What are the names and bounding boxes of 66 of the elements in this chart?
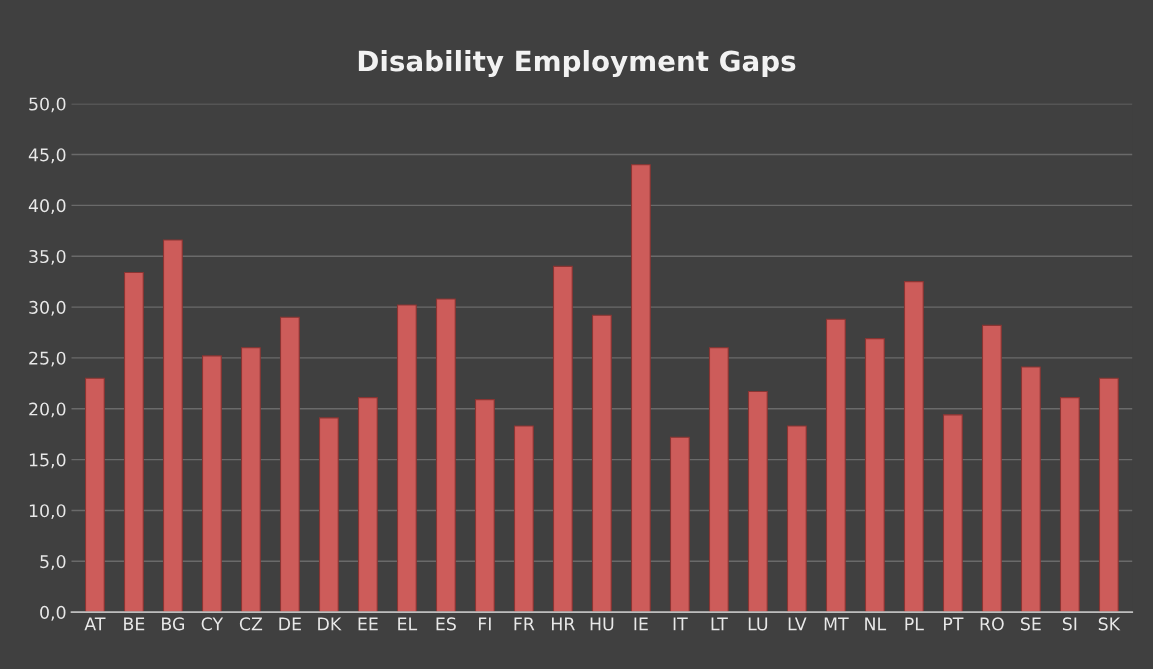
y-tick-label: 50,0 xyxy=(29,97,66,113)
x-tick-label: EE xyxy=(358,617,378,631)
y-tick-label: 0,0 xyxy=(40,605,66,621)
x-tick-label: CY xyxy=(201,617,224,631)
x-tick-label: MT xyxy=(824,617,849,631)
bar xyxy=(747,390,768,613)
x-tick-label: BE xyxy=(124,617,145,631)
bar xyxy=(513,425,534,613)
x-tick-label: EL xyxy=(398,617,418,631)
bar xyxy=(981,324,1002,613)
y-tick-label: 40,0 xyxy=(28,199,66,214)
x-tick-label: LT xyxy=(711,617,728,631)
x-tick-label: DE xyxy=(279,617,301,631)
bar xyxy=(630,164,651,613)
x-tick-label: IT xyxy=(673,617,688,631)
bar xyxy=(942,414,963,613)
x-tick-label: HU xyxy=(590,617,614,631)
x-tick-label: HR xyxy=(552,617,575,631)
bar xyxy=(591,314,612,613)
x-tick-label: SE xyxy=(1021,617,1041,631)
bar xyxy=(1020,366,1041,613)
y-tick-label: 45,0 xyxy=(28,148,66,164)
bar xyxy=(357,397,378,613)
y-tick-label: 30,0 xyxy=(29,300,66,316)
chart-title: Disability Employment Gaps xyxy=(358,50,796,78)
bar xyxy=(1098,377,1119,613)
x-tick-label: CZ xyxy=(239,617,263,631)
x-tick-label: NL xyxy=(865,617,887,631)
x-tick-label: IE xyxy=(634,617,648,631)
bar xyxy=(825,318,846,613)
x-tick-label: PL xyxy=(905,617,924,631)
bar xyxy=(279,316,300,613)
x-tick-label: ES xyxy=(436,617,456,631)
bar xyxy=(435,298,456,613)
bar xyxy=(201,355,222,613)
x-tick-label: PT xyxy=(944,617,964,631)
y-tick-label: 5,0 xyxy=(40,555,66,570)
bar xyxy=(786,425,807,613)
y-tick-label: 15,0 xyxy=(29,453,66,469)
x-tick-label: DK xyxy=(318,617,342,631)
x-tick-label: LU xyxy=(748,617,768,631)
x-tick-label: LV xyxy=(788,617,807,631)
bar xyxy=(552,265,573,613)
x-tick-label: AT xyxy=(84,617,106,631)
x-tick-label: RO xyxy=(980,617,1004,631)
bar xyxy=(708,347,729,613)
bar xyxy=(318,417,339,613)
x-tick-label: FI xyxy=(479,617,491,631)
y-tick-label: 10,0 xyxy=(29,504,66,520)
bar xyxy=(123,271,144,613)
y-tick-label: 20,0 xyxy=(29,402,66,418)
bar xyxy=(669,436,690,613)
x-tick-label: BG xyxy=(162,617,184,631)
bar xyxy=(240,347,261,613)
bar xyxy=(864,338,885,613)
bar xyxy=(903,281,924,613)
bar xyxy=(396,304,417,613)
bar xyxy=(162,239,183,613)
bar xyxy=(84,377,105,613)
x-tick-label: SI xyxy=(1062,617,1077,631)
y-tick-label: 25,0 xyxy=(29,351,66,367)
x-tick-label: SK xyxy=(1098,617,1121,631)
bar xyxy=(1059,397,1080,613)
bar xyxy=(474,399,495,613)
y-tick-label: 35,0 xyxy=(29,249,66,265)
x-tick-label: FR xyxy=(514,617,535,631)
